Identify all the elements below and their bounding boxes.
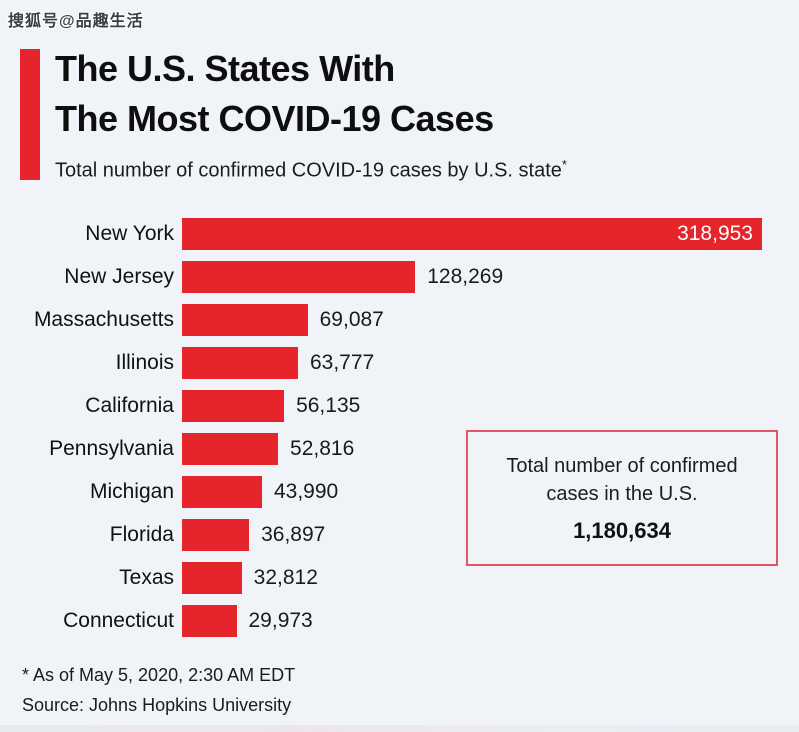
bar: [182, 604, 237, 637]
bar: [182, 260, 416, 293]
bar: [182, 389, 285, 422]
bar-track: 36,897: [182, 518, 762, 551]
state-label: Pennsylvania: [49, 436, 174, 460]
chart-footer: * As of May 5, 2020, 2:30 AM EDT Source:…: [22, 660, 295, 720]
state-label: Michigan: [89, 479, 174, 503]
bar-track: 318,953: [182, 217, 762, 250]
bar-value: 128,269: [427, 264, 504, 288]
source-text: Source: Johns Hopkins University: [22, 695, 292, 715]
page-title: The U.S. States With The Most COVID-19 C…: [55, 44, 567, 144]
us-total-text-line-1: Total number of confirmed: [506, 455, 738, 477]
bar-row: Florida 36,897: [0, 513, 776, 556]
bar: [182, 518, 250, 551]
title-accent-bar: [20, 49, 40, 180]
bar-value: 318,953: [677, 221, 753, 245]
next-image-edge: [0, 725, 799, 732]
state-label: New Jersey: [64, 264, 174, 288]
bar-value: 69,087: [319, 307, 384, 331]
state-label: Connecticut: [63, 608, 174, 632]
bar: 318,953: [182, 217, 762, 250]
title-line-1: The U.S. States With: [55, 48, 395, 89]
bar-row: Texas 32,812: [0, 556, 776, 599]
bar-row: Pennsylvania 52,816: [0, 427, 776, 470]
bar-row: New York 318,953: [0, 212, 776, 255]
chart-subtitle: Total number of confirmed COVID-19 cases…: [55, 157, 567, 183]
bar: [182, 303, 308, 336]
chart-header: The U.S. States With The Most COVID-19 C…: [20, 44, 567, 183]
bar-value: 63,777: [309, 350, 375, 374]
us-total-number: 1,180,634: [573, 518, 671, 543]
bar-row: California 56,135: [0, 384, 776, 427]
bar-value: 36,897: [261, 522, 326, 546]
bar-value: 56,135: [296, 393, 361, 417]
bar-row: New Jersey 128,269: [0, 255, 776, 298]
bar: [182, 432, 279, 465]
state-label: Illinois: [115, 350, 174, 374]
bar: [182, 475, 262, 508]
state-label: New York: [85, 221, 174, 245]
bar-row: Connecticut 29,973: [0, 599, 776, 642]
bar-track: 56,135: [182, 389, 762, 422]
footnote-marker: *: [561, 157, 567, 172]
sohu-watermark: 搜狐号@品趣生活: [8, 13, 144, 30]
bar-track: 29,973: [182, 604, 762, 637]
subtitle-text: Total number of confirmed COVID-19 cases…: [55, 159, 562, 182]
footnote-text: * As of May 5, 2020, 2:30 AM EDT: [22, 665, 296, 685]
bar-chart: New York 318,953 New Jersey 128,269 Massachu…: [0, 212, 776, 642]
bar-row: Illinois 63,777: [0, 341, 776, 384]
us-total-annotation-box: Total number of confirmed cases in the U…: [466, 430, 778, 566]
bar: [182, 561, 242, 594]
state-label: California: [85, 393, 174, 417]
us-total-text-line-2: cases in the U.S.: [546, 483, 698, 505]
bar-value: 43,990: [273, 479, 339, 503]
bar-track: 63,777: [182, 346, 762, 379]
bar-value: 29,973: [248, 608, 313, 632]
bar-value: 52,816: [290, 436, 355, 460]
bar-track: 52,816: [182, 432, 762, 465]
bar-value: 32,812: [253, 565, 318, 589]
bar-track: 32,812: [182, 561, 762, 594]
bar-row: Michigan 43,990: [0, 470, 776, 513]
bar-track: 43,990: [182, 475, 762, 508]
state-label: Texas: [119, 565, 174, 589]
bar-track: 128,269: [182, 260, 762, 293]
state-label: Florida: [109, 522, 174, 546]
bar: [182, 346, 298, 379]
state-label: Massachusetts: [33, 307, 174, 331]
bar-track: 69,087: [182, 303, 762, 336]
title-line-2: The Most COVID-19 Cases: [55, 98, 494, 139]
bar-row: Massachusetts 69,087: [0, 298, 776, 341]
